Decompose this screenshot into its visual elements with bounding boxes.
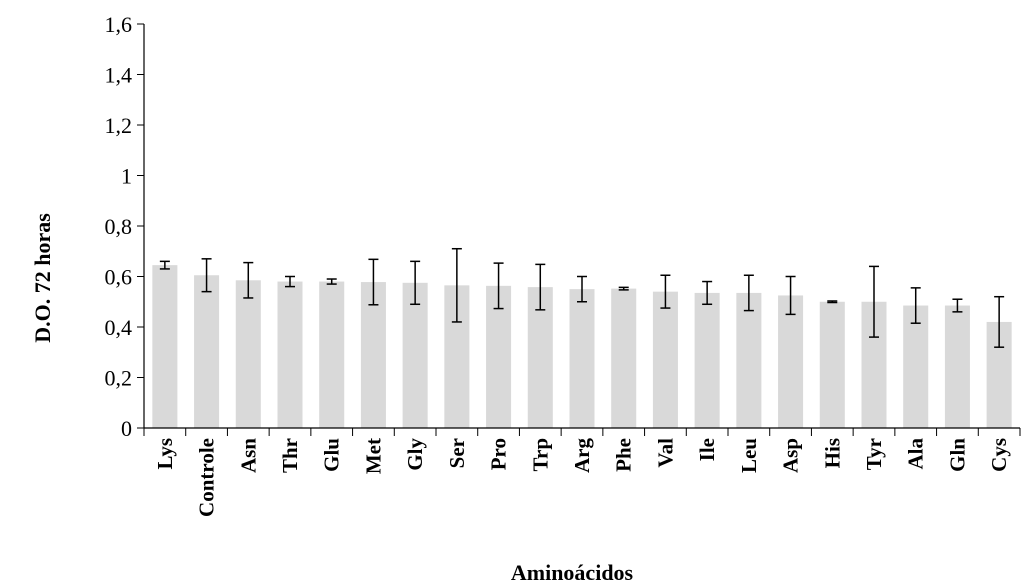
error-bars	[159, 247, 1005, 348]
x-tick-label: Gln	[945, 438, 969, 472]
bar-controle	[194, 275, 220, 428]
error-bar-glu	[326, 278, 337, 285]
x-tick-label: Controle	[195, 438, 219, 517]
error-bar-leu	[743, 274, 754, 312]
x-axis-category-labels: Lys Controle Asn Thr Glu Met Gly Ser Pro Trp Arg Ph…	[153, 428, 1021, 517]
error-bar-ala	[910, 287, 921, 324]
y-tick-label: 0,8	[105, 214, 133, 239]
error-bar-thr	[285, 275, 295, 288]
x-tick-label: Cys	[987, 438, 1011, 472]
y-axis-title: D.O. 72 horas	[30, 213, 55, 343]
error-bar-controle	[201, 258, 212, 293]
bar-leu	[736, 292, 762, 428]
y-tick-label: 0,6	[105, 265, 133, 290]
x-tick-label: Val	[653, 438, 677, 468]
x-tick-label: Gly	[403, 438, 427, 471]
x-tick-label: Met	[361, 438, 385, 474]
x-tick-label: Ser	[445, 438, 469, 468]
y-tick-label: 1,2	[105, 113, 133, 138]
error-bar-asp	[785, 275, 796, 316]
bar-val	[652, 291, 678, 428]
error-bar-asn	[243, 261, 254, 299]
error-bar-trp	[535, 263, 546, 311]
bar-asp	[778, 295, 804, 428]
error-bar-phe	[618, 286, 629, 291]
bar-lys	[152, 265, 178, 428]
x-tick-label: Glu	[320, 438, 344, 472]
x-tick-label: Asn	[236, 438, 260, 473]
x-tick-label: Ala	[904, 438, 928, 470]
x-tick-label: Pro	[487, 438, 511, 470]
x-tick-label: Lys	[153, 438, 177, 470]
axes	[143, 24, 1020, 436]
bars	[152, 265, 1012, 428]
error-bar-lys	[159, 260, 170, 270]
error-bar-his	[827, 300, 838, 304]
x-tick-label: Thr	[278, 438, 302, 473]
error-bar-gln	[952, 298, 963, 313]
bar-gly	[402, 282, 428, 428]
bar-trp	[527, 287, 553, 428]
error-bar-tyr	[869, 265, 879, 338]
bar-thr	[277, 281, 303, 428]
bar-phe	[611, 288, 637, 428]
bar-asn	[235, 280, 261, 428]
y-tick-label: 0,2	[105, 366, 133, 391]
bar-pro	[486, 285, 512, 428]
error-bar-cys	[994, 295, 1005, 348]
y-tick-label: 1,6	[105, 12, 133, 37]
x-tick-label: Leu	[737, 438, 761, 473]
bar-met	[360, 282, 386, 428]
error-bar-met	[368, 258, 379, 306]
y-tick-label: 0	[121, 416, 132, 441]
bar-glu	[319, 281, 345, 428]
bar-ile	[694, 292, 720, 428]
x-tick-label: Asp	[779, 438, 803, 473]
bar-his	[819, 301, 845, 428]
bar-gln	[944, 305, 970, 428]
error-bar-arg	[577, 275, 587, 303]
x-tick-label: Arg	[570, 438, 594, 473]
x-tick-label: Trp	[528, 438, 552, 471]
error-bar-ile	[702, 280, 713, 306]
x-tick-label: Ile	[695, 438, 719, 461]
y-axis-ticks: 0 0,2 0,4 0,6 0,8 1 1,2 1,4 1,6	[105, 12, 144, 441]
error-bar-val	[660, 274, 671, 309]
y-tick-label: 0,4	[105, 315, 133, 340]
bar-arg	[569, 289, 595, 428]
x-tick-label: Tyr	[862, 438, 886, 470]
x-tick-label: Phe	[612, 438, 636, 472]
y-tick-label: 1	[121, 164, 132, 189]
x-tick-label: His	[820, 438, 844, 468]
error-bar-pro	[493, 262, 504, 310]
error-bar-ser	[451, 247, 462, 323]
x-axis-title: Aminoácidos	[511, 560, 634, 585]
error-bar-gly	[410, 260, 421, 306]
bar-ala	[903, 305, 929, 428]
y-tick-label: 1,4	[105, 63, 133, 88]
